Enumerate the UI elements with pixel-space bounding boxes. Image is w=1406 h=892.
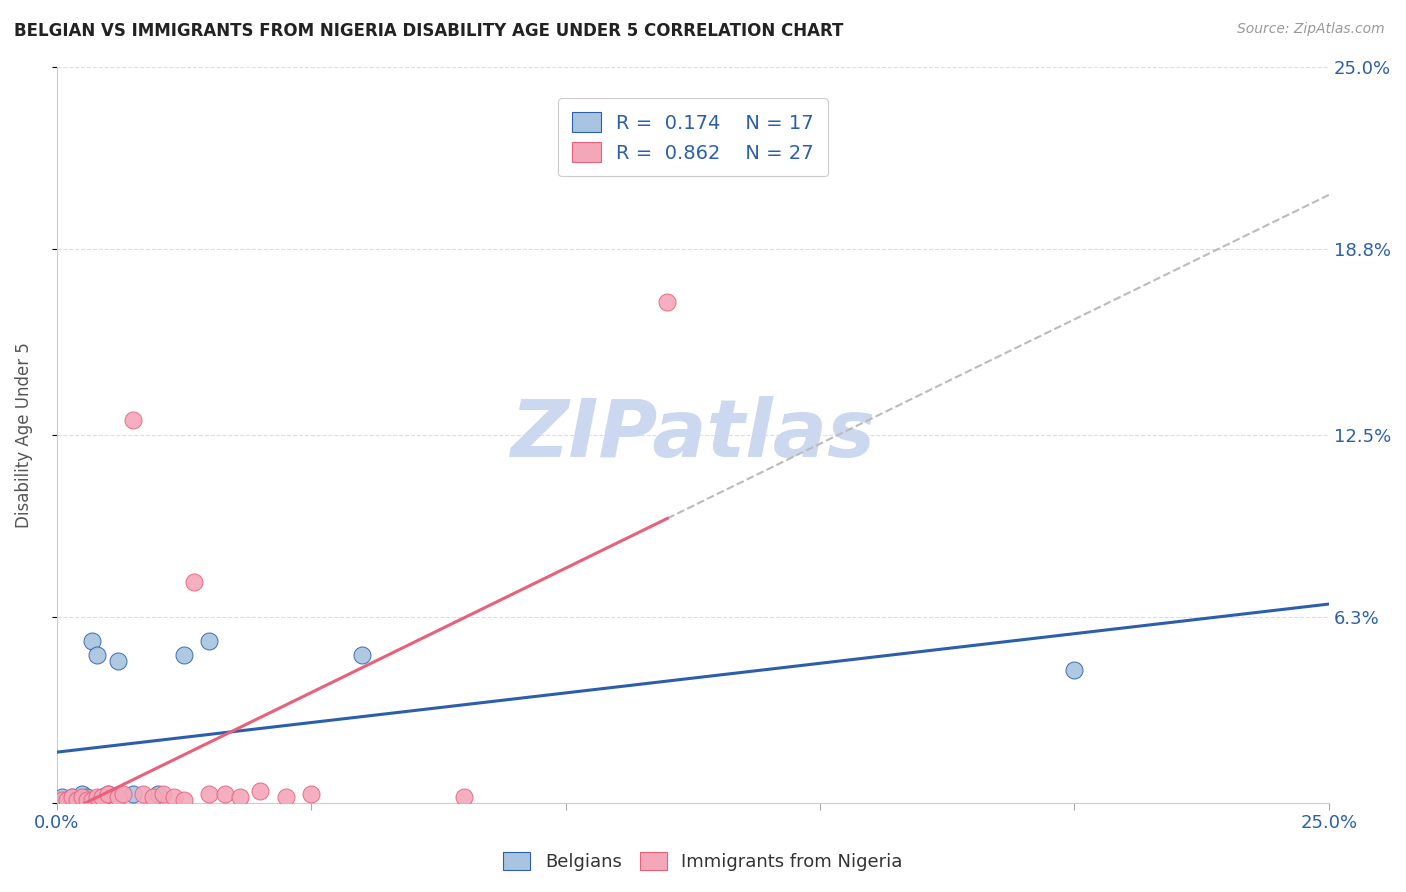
Y-axis label: Disability Age Under 5: Disability Age Under 5 bbox=[15, 342, 32, 527]
Point bbox=[86, 648, 108, 663]
Point bbox=[183, 574, 205, 589]
Point bbox=[214, 787, 236, 801]
Point bbox=[86, 789, 108, 804]
Point bbox=[142, 789, 165, 804]
Point bbox=[70, 787, 93, 801]
Point bbox=[70, 789, 93, 804]
Point bbox=[107, 789, 129, 804]
Point bbox=[122, 787, 145, 801]
Point bbox=[51, 789, 73, 804]
Point bbox=[132, 787, 155, 801]
Point bbox=[51, 792, 73, 806]
Point bbox=[173, 648, 195, 663]
Point bbox=[152, 787, 174, 801]
Point bbox=[82, 633, 104, 648]
Point bbox=[657, 295, 679, 310]
Point bbox=[56, 792, 79, 806]
Point bbox=[107, 654, 129, 668]
Point bbox=[91, 789, 114, 804]
Text: Source: ZipAtlas.com: Source: ZipAtlas.com bbox=[1237, 22, 1385, 37]
Point bbox=[198, 633, 221, 648]
Point bbox=[56, 792, 79, 806]
Point bbox=[148, 787, 170, 801]
Point bbox=[173, 792, 195, 806]
Point bbox=[60, 789, 83, 804]
Text: BELGIAN VS IMMIGRANTS FROM NIGERIA DISABILITY AGE UNDER 5 CORRELATION CHART: BELGIAN VS IMMIGRANTS FROM NIGERIA DISAB… bbox=[14, 22, 844, 40]
Point bbox=[1063, 663, 1085, 677]
Point bbox=[198, 787, 221, 801]
Text: ZIPatlas: ZIPatlas bbox=[510, 395, 876, 474]
Point bbox=[82, 792, 104, 806]
Point bbox=[299, 787, 322, 801]
Point bbox=[76, 789, 98, 804]
Point bbox=[163, 789, 186, 804]
Point bbox=[350, 648, 373, 663]
Point bbox=[274, 789, 297, 804]
Point bbox=[96, 787, 118, 801]
Point bbox=[66, 792, 89, 806]
Point bbox=[229, 789, 252, 804]
Legend: Belgians, Immigrants from Nigeria: Belgians, Immigrants from Nigeria bbox=[496, 845, 910, 879]
Point bbox=[66, 792, 89, 806]
Point bbox=[453, 789, 475, 804]
Point bbox=[111, 787, 134, 801]
Point bbox=[96, 787, 118, 801]
Legend: R =  0.174    N = 17, R =  0.862    N = 27: R = 0.174 N = 17, R = 0.862 N = 27 bbox=[558, 98, 828, 177]
Point bbox=[76, 792, 98, 806]
Point bbox=[249, 784, 271, 798]
Point bbox=[60, 789, 83, 804]
Point bbox=[122, 413, 145, 427]
Point bbox=[91, 789, 114, 804]
